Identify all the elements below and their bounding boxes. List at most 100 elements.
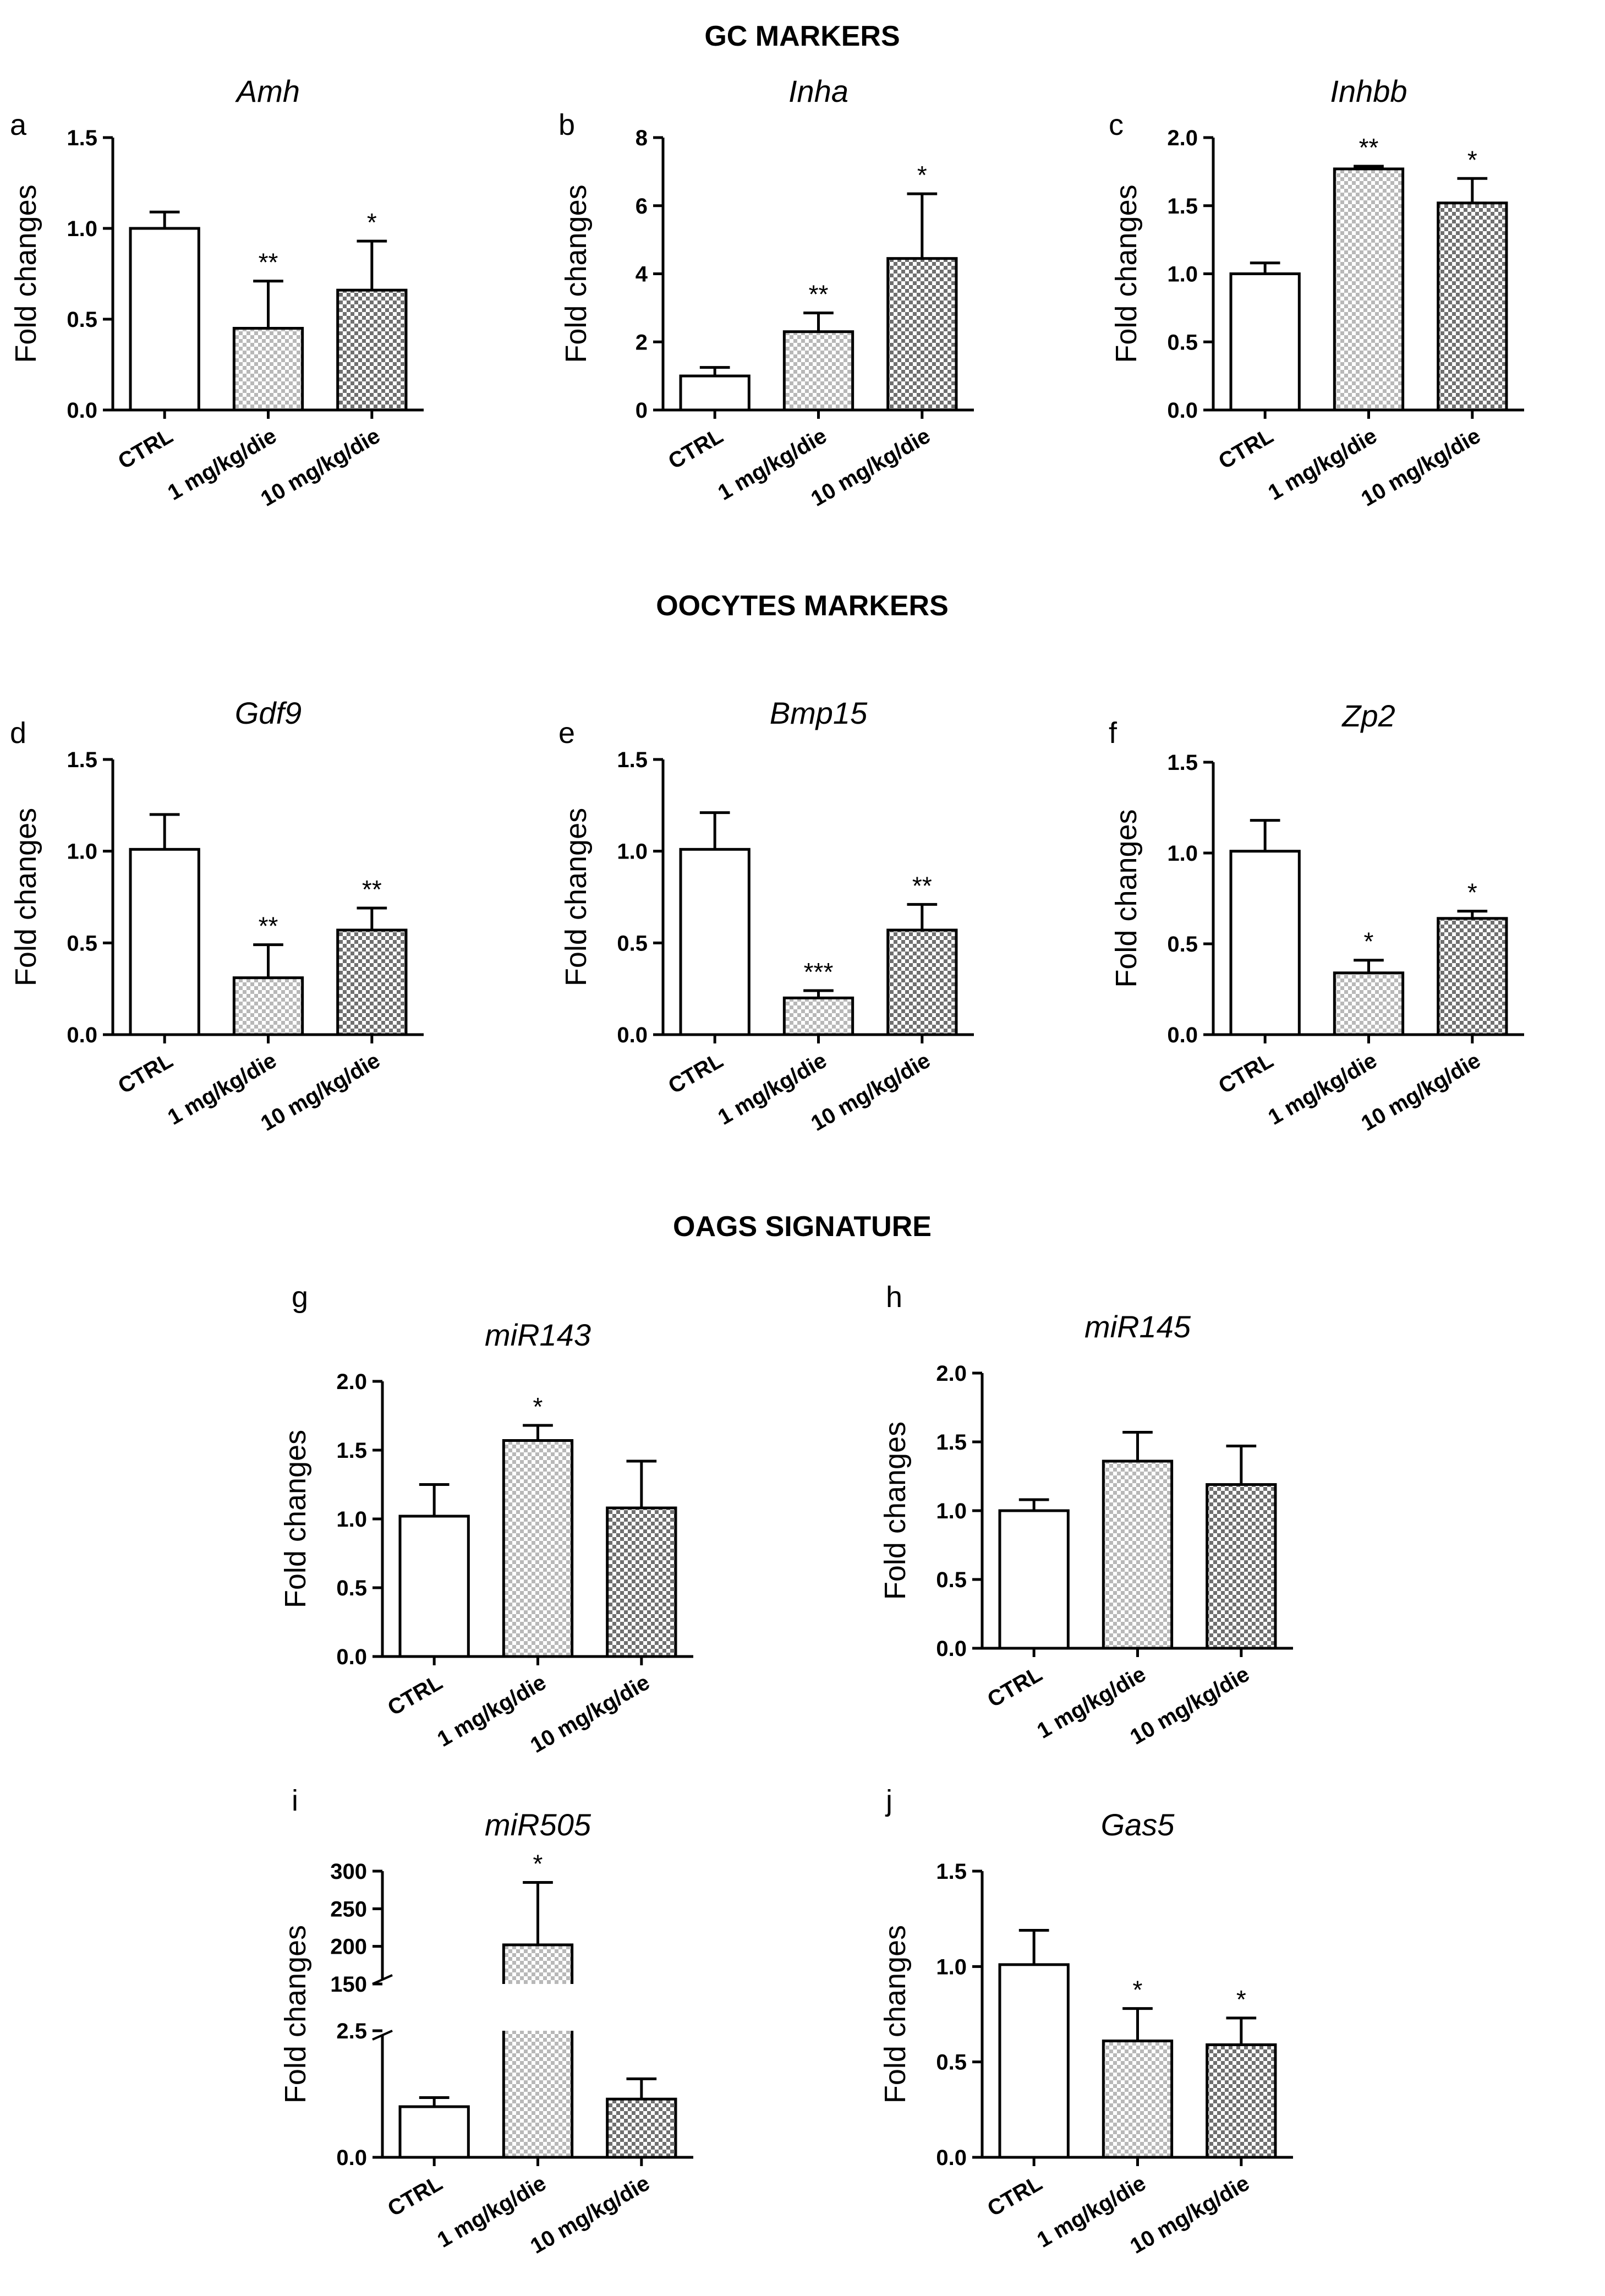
bar-3 [1206,1483,1277,1650]
y-tick-label: 0.0 [67,1023,97,1047]
x-tick-label: CTRL [664,424,727,474]
y-tick-label: 1.0 [67,840,97,864]
y-tick-label: 300 [330,1860,367,1884]
panel-title: Gdf9 [235,696,302,730]
bar-2 [1102,1459,1174,1650]
significance-label: *** [804,958,834,986]
panel-title: Gas5 [1101,1807,1175,1842]
y-tick-label: 1.5 [1167,194,1198,218]
panel-title: miR505 [485,1807,591,1842]
panel-title: Inha [788,74,848,108]
panel-letter: i [292,1784,298,1817]
y-tick-label: 1.5 [67,126,97,150]
y-axis-label: Fold changes [1110,809,1143,987]
bar-2 [502,1439,574,1658]
y-tick-label: 2 [636,330,648,354]
y-tick-label: 1.5 [936,1860,967,1884]
significance-label: * [1133,1976,1143,2004]
bar-3 [606,2097,677,2159]
panel-letter: a [10,108,27,141]
panel-title: miR145 [1084,1309,1191,1344]
y-tick-label: 0.0 [1167,1023,1198,1047]
x-tick-label: CTRL [114,1048,177,1098]
bar-2 [1333,167,1405,412]
bar-2 [782,330,854,412]
bar-1 [1229,272,1301,412]
y-axis-label: Fold changes [560,184,593,363]
bar-break-gap [501,1984,574,2031]
y-tick-label: 0.5 [336,1576,367,1600]
bar-1 [398,2105,470,2159]
bar-1 [398,1515,470,1658]
y-tick-label: 0.0 [936,2146,967,2170]
y-tick-label: 0 [636,398,648,423]
significance-label: * [1467,145,1477,174]
bar-1 [679,848,751,1036]
x-tick-label: CTRL [983,2171,1046,2221]
y-tick-label: 6 [636,194,648,218]
y-tick-label: 250 [330,1897,367,1921]
significance-label: * [367,208,377,237]
y-axis-label: Fold changes [279,1430,312,1608]
y-tick-label: 2.0 [336,1370,367,1394]
x-tick-label: CTRL [114,424,177,474]
bar-3 [1206,2043,1277,2159]
y-axis-label: Fold changes [9,808,42,986]
bar-3 [606,1506,677,1658]
significance-label: ** [259,912,278,941]
y-tick-label: 1.5 [936,1430,967,1455]
y-tick-label: 1.0 [1167,263,1198,287]
x-tick-label: CTRL [384,1670,446,1720]
y-tick-label: 0.0 [336,2146,367,2170]
significance-label: ** [912,871,932,900]
y-tick-label: 1.5 [1167,751,1198,775]
y-tick-label: 8 [636,126,648,150]
y-tick-label: 1.5 [336,1439,367,1463]
y-tick-label: 1.0 [336,1507,367,1532]
bar-1 [998,1509,1070,1650]
panel-title: Amh [235,74,300,108]
y-tick-label: 1.5 [617,748,648,772]
y-axis-label: Fold changes [279,1925,312,2103]
y-tick-label: 1.0 [1167,841,1198,866]
panel-title: miR143 [485,1318,591,1352]
bar-3 [1437,917,1508,1036]
bar-1 [998,1963,1070,2159]
y-axis-label: Fold changes [879,1422,912,1600]
y-tick-label: 0.5 [617,931,648,955]
bar-2 [232,976,304,1036]
axis-break-mark [372,2030,393,2041]
y-tick-label: 0.5 [67,931,97,955]
bar-1 [129,227,200,412]
panel-letter: f [1109,717,1118,750]
y-tick-label: 0.0 [617,1023,648,1047]
y-axis-label: Fold changes [560,808,593,986]
significance-label: * [533,1392,543,1421]
y-tick-label: 1.0 [936,1955,967,1979]
bar-3 [1437,201,1508,412]
y-axis-label: Fold changes [879,1925,912,2103]
panel-letter: e [558,717,575,750]
panel-title: Zp2 [1341,698,1395,733]
bar-3 [886,257,958,412]
bar-1 [679,374,751,412]
y-axis-label: Fold changes [9,184,42,363]
significance-label: ** [362,875,382,904]
panel-letter: h [886,1281,902,1314]
y-tick-label: 2.0 [936,1362,967,1386]
panel-letter: j [885,1784,892,1817]
y-tick-label: 2.0 [1167,126,1198,150]
y-axis-label: Fold changes [1110,184,1143,363]
y-tick-label: 1.0 [67,217,97,241]
bar-3 [886,928,958,1036]
y-tick-label: 0.0 [936,1637,967,1661]
